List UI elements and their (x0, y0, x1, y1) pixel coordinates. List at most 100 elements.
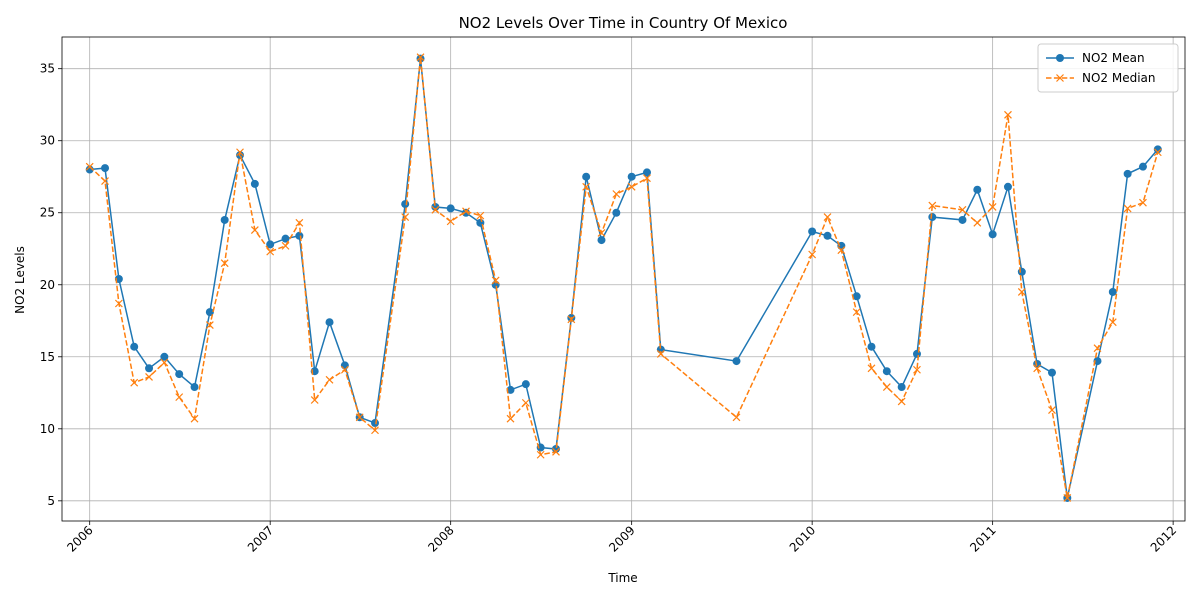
data-point-no2-mean (446, 204, 455, 213)
y-tick-label: 35 (40, 62, 55, 76)
data-point-no2-median (973, 218, 982, 227)
data-point-no2-mean (160, 352, 169, 361)
data-point-no2-mean (823, 231, 832, 240)
data-point-no2-mean (401, 200, 410, 209)
data-point-no2-mean (462, 208, 471, 217)
data-point-no2-median (401, 213, 410, 221)
data-point-no2-mean (627, 172, 636, 181)
data-point-no2-median (643, 174, 651, 183)
data-point-no2-mean (175, 370, 184, 379)
data-point-no2-mean (1003, 182, 1012, 191)
data-point-no2-median (476, 211, 485, 220)
data-point-no2-median (281, 241, 290, 250)
data-point-no2-median (295, 218, 304, 227)
data-point-no2-median (431, 205, 440, 214)
data-point-no2-median (582, 182, 591, 191)
data-point-no2-mean (1138, 162, 1147, 171)
data-point-no2-mean (1093, 357, 1102, 366)
data-point-no2-mean (867, 342, 876, 351)
data-point-no2-median (897, 397, 906, 406)
legend-marker-no2-median (1056, 74, 1064, 82)
data-point-no2-median (521, 398, 530, 407)
data-point-no2-median (852, 308, 861, 317)
data-point-no2-mean (371, 419, 380, 428)
data-point-no2-mean (101, 164, 110, 173)
data-point-no2-mean (506, 385, 515, 394)
data-point-no2-median (371, 426, 379, 435)
data-point-no2-median (355, 413, 364, 422)
data-point-no2-median (1063, 494, 1072, 502)
data-point-no2-median (823, 213, 832, 221)
data-point-no2-median (310, 396, 319, 404)
data-point-no2-median (837, 246, 846, 255)
data-point-no2-mean (325, 318, 334, 327)
data-point-no2-median (1139, 198, 1147, 207)
data-point-no2-median (220, 259, 229, 268)
data-point-no2-mean (145, 364, 154, 373)
data-point-no2-median (1017, 288, 1026, 296)
data-point-no2-median (1093, 344, 1102, 353)
y-tick-label: 25 (40, 206, 55, 220)
y-axis-label: NO2 Levels (13, 246, 27, 314)
data-point-no2-median (190, 414, 199, 423)
legend-label-no2-median: NO2 Median (1082, 71, 1156, 85)
data-point-no2-median (732, 413, 741, 422)
data-point-no2-median (612, 190, 621, 198)
data-point-no2-median (175, 393, 184, 402)
data-point-no2-mean (431, 202, 440, 211)
data-point-no2-mean (1108, 287, 1117, 296)
data-point-no2-median (1033, 364, 1042, 373)
data-point-no2-median (446, 217, 455, 226)
data-point-no2-mean (1033, 359, 1042, 368)
data-point-no2-mean (582, 172, 591, 181)
data-point-no2-median (913, 365, 921, 374)
data-point-no2-mean (912, 349, 921, 358)
data-point-no2-mean (130, 342, 139, 351)
plot-frame (61, 36, 1186, 522)
data-point-no2-median (236, 148, 244, 157)
data-point-no2-median (506, 414, 515, 423)
plot-area (85, 53, 1162, 502)
data-point-no2-mean (612, 208, 621, 217)
data-point-no2-mean (988, 230, 997, 239)
data-point-no2-median (1123, 204, 1132, 213)
data-point-no2-mean (1153, 145, 1162, 154)
data-point-no2-median (101, 177, 109, 185)
data-point-no2-mean (266, 240, 275, 249)
data-point-no2-median (597, 228, 606, 237)
data-point-no2-median (1048, 406, 1056, 415)
data-point-no2-mean (190, 383, 199, 392)
legend: NO2 Mean NO2 Median (1037, 43, 1179, 93)
data-point-no2-median (205, 321, 214, 330)
data-point-no2-mean (340, 361, 349, 370)
data-point-no2-mean (281, 234, 290, 243)
data-point-no2-mean (973, 185, 982, 194)
data-point-no2-mean (1047, 368, 1056, 377)
data-point-no2-median (491, 276, 500, 285)
data-point-no2-mean (552, 444, 561, 453)
y-tick-label: 20 (40, 278, 55, 292)
data-point-no2-median (1108, 318, 1117, 327)
data-point-no2-median (462, 207, 470, 216)
data-point-no2-median (552, 447, 560, 456)
data-point-no2-mean (732, 357, 741, 366)
data-point-no2-mean (958, 215, 967, 224)
data-point-no2-median (882, 383, 891, 391)
data-point-no2-median (808, 250, 817, 259)
data-point-no2-mean (250, 179, 259, 188)
chart-title: NO2 Levels Over Time in Country Of Mexic… (459, 14, 788, 32)
y-tick-label: 10 (40, 422, 55, 436)
x-axis-label: Time (607, 571, 637, 585)
data-point-no2-mean (521, 380, 530, 389)
data-point-no2-median (1004, 110, 1012, 119)
legend-label-no2-mean: NO2 Mean (1082, 51, 1145, 65)
y-tick-label: 30 (40, 134, 55, 148)
data-point-no2-median (114, 299, 123, 308)
data-point-no2-median (928, 201, 937, 210)
data-point-no2-median (867, 364, 876, 373)
data-point-no2-mean (897, 383, 906, 392)
legend-marker-no2-mean (1056, 54, 1064, 62)
data-point-no2-median (266, 247, 275, 256)
